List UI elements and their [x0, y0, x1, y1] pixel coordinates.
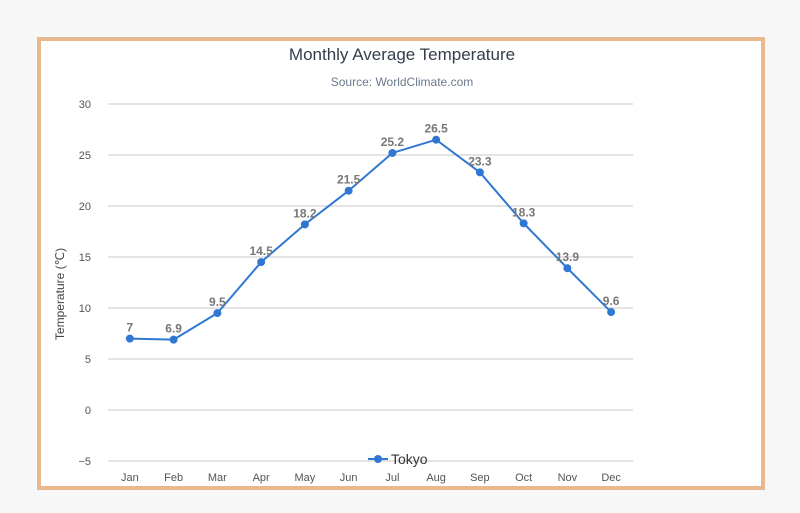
legend-label-tokyo[interactable]: Tokyo — [391, 451, 428, 467]
data-label: 18.2 — [293, 206, 317, 220]
x-tick-label: Jul — [385, 472, 399, 484]
data-point[interactable] — [169, 335, 178, 344]
data-point[interactable] — [607, 308, 616, 317]
data-label: 21.5 — [337, 173, 361, 187]
x-tick-label: Sep — [470, 472, 490, 484]
data-point[interactable] — [432, 135, 441, 144]
x-axis-ticks: Jan Feb Mar Apr May Jun Jul Aug Sep Oct Nov Dec — [121, 472, 621, 484]
data-label: 9.6 — [603, 294, 620, 308]
chart-title: Monthly Average Temperature — [289, 45, 515, 64]
y-tick-label: 20 — [79, 201, 91, 213]
x-tick-label: Jun — [340, 472, 358, 484]
y-tick-label: 0 — [85, 405, 91, 417]
data-label: 7 — [127, 321, 134, 335]
data-label: 18.3 — [512, 205, 536, 219]
x-tick-label: Feb — [164, 472, 183, 484]
x-tick-label: Jan — [121, 472, 139, 484]
x-tick-label: Dec — [601, 472, 621, 484]
y-tick-label: 10 — [79, 303, 91, 315]
x-tick-label: Apr — [253, 472, 270, 484]
data-point[interactable] — [344, 186, 353, 195]
y-tick-label: 15 — [79, 252, 91, 264]
data-label: 26.5 — [424, 122, 448, 136]
y-axis-ticks: 30 25 20 15 10 5 0 −5 — [78, 99, 91, 468]
data-label: 25.2 — [381, 135, 405, 149]
x-tick-label: Nov — [558, 472, 578, 484]
data-point[interactable] — [257, 258, 266, 267]
x-tick-label: Aug — [426, 472, 446, 484]
legend[interactable]: Tokyo — [368, 451, 428, 467]
y-tick-label: −5 — [78, 456, 91, 468]
y-axis-label: Temperature (℃) — [53, 248, 67, 340]
data-label: 9.5 — [209, 295, 226, 309]
data-point[interactable] — [213, 309, 222, 318]
series-layer: 7 6.9 9.5 14.5 18.2 21.5 25.2 26.5 23.3 18.3 13.9 9… — [125, 122, 620, 344]
data-point[interactable] — [519, 219, 528, 228]
data-point[interactable] — [388, 148, 397, 157]
data-label: 13.9 — [556, 250, 580, 264]
chart-subtitle: Source: WorldClimate.com — [331, 75, 474, 89]
data-point[interactable] — [300, 220, 309, 229]
y-tick-label: 5 — [85, 354, 91, 366]
x-tick-label: Oct — [515, 472, 532, 484]
grid-layer — [108, 103, 633, 462]
line-chart: Monthly Average Temperature Source: Worl… — [53, 45, 633, 484]
data-label: 14.5 — [249, 244, 273, 258]
data-point[interactable] — [125, 334, 134, 343]
data-label: 23.3 — [468, 154, 492, 168]
legend-marker-icon — [374, 455, 382, 463]
data-label: 6.9 — [165, 322, 182, 336]
y-tick-label: 25 — [79, 150, 91, 162]
chart-frame: Monthly Average Temperature Source: Worl… — [37, 37, 765, 490]
y-tick-label: 30 — [79, 99, 91, 111]
data-point[interactable] — [563, 264, 572, 273]
data-point[interactable] — [475, 168, 484, 177]
series-line-tokyo — [129, 138, 612, 341]
x-tick-label: May — [294, 472, 315, 484]
x-tick-label: Mar — [208, 472, 227, 484]
